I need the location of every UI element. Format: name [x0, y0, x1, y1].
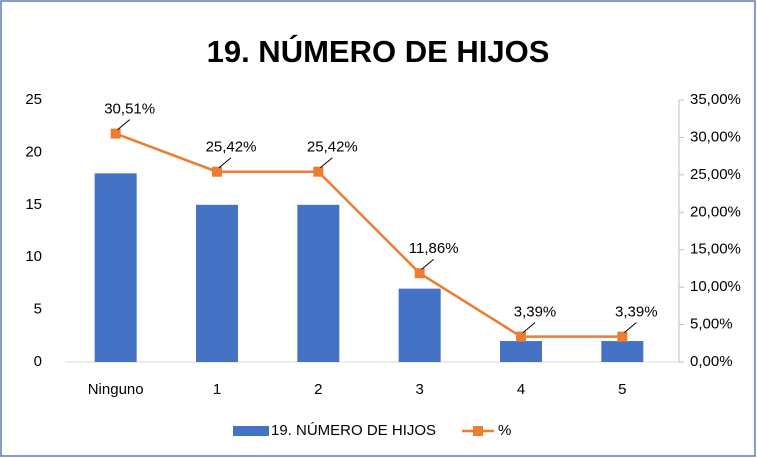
- line-marker: [313, 166, 324, 177]
- x-tick-label: 2: [314, 381, 322, 398]
- data-label: 30,51%: [104, 101, 155, 118]
- y2-tick-label: 25,00%: [690, 166, 741, 183]
- y2-tick-label: 30,00%: [690, 128, 741, 145]
- bar: [500, 341, 542, 362]
- line-marker: [212, 166, 222, 177]
- line-marker: [414, 268, 425, 279]
- chart-title: 19. NÚMERO DE HIJOS: [207, 33, 550, 69]
- y-tick-label: 5: [34, 301, 42, 318]
- y2-tick-label: 5,00%: [690, 316, 733, 333]
- data-label: 11,86%: [409, 240, 459, 257]
- x-tick-label: 3: [415, 381, 423, 398]
- line-marker: [516, 331, 526, 342]
- y-tick-label: 10: [25, 248, 42, 265]
- legend-label: 19. NÚMERO DE HIJOS: [271, 422, 436, 439]
- x-tick-label: 1: [213, 381, 221, 398]
- y-tick-label: 15: [25, 196, 42, 213]
- y-tick-label: 0: [34, 353, 42, 370]
- bar: [398, 288, 441, 362]
- y-tick-label: 25: [25, 91, 42, 108]
- y2-tick-label: 15,00%: [690, 241, 741, 258]
- line-marker: [617, 331, 628, 342]
- leader-line: [624, 322, 637, 334]
- bar: [196, 204, 238, 362]
- y2-tick-label: 35,00%: [690, 91, 741, 108]
- y2-tick-label: 20,00%: [690, 203, 741, 220]
- x-tick-label: 5: [618, 381, 626, 398]
- legend-marker: [473, 426, 484, 436]
- x-tick-label: 4: [517, 381, 525, 398]
- leader-line: [117, 119, 130, 130]
- y-tick-label: 20: [25, 143, 42, 160]
- leader-line: [218, 157, 232, 169]
- leader-line: [522, 322, 536, 334]
- leader-line: [320, 157, 333, 169]
- line: [115, 132, 623, 338]
- data-label: 3,39%: [615, 304, 658, 321]
- y2-tick-label: 10,00%: [690, 278, 741, 295]
- line-marker: [110, 128, 121, 139]
- data-label: 3,39%: [514, 304, 557, 321]
- y2-tick-label: 0,00%: [690, 353, 733, 370]
- leader-line: [421, 258, 434, 270]
- legend-swatch: [233, 426, 269, 436]
- data-label: 25,42%: [206, 139, 257, 156]
- bar: [601, 341, 644, 362]
- data-label: 25,42%: [307, 139, 358, 156]
- x-tick-label: Ninguno: [88, 381, 144, 398]
- bar: [297, 204, 340, 362]
- legend-label: %: [498, 422, 511, 439]
- bar: [94, 173, 137, 362]
